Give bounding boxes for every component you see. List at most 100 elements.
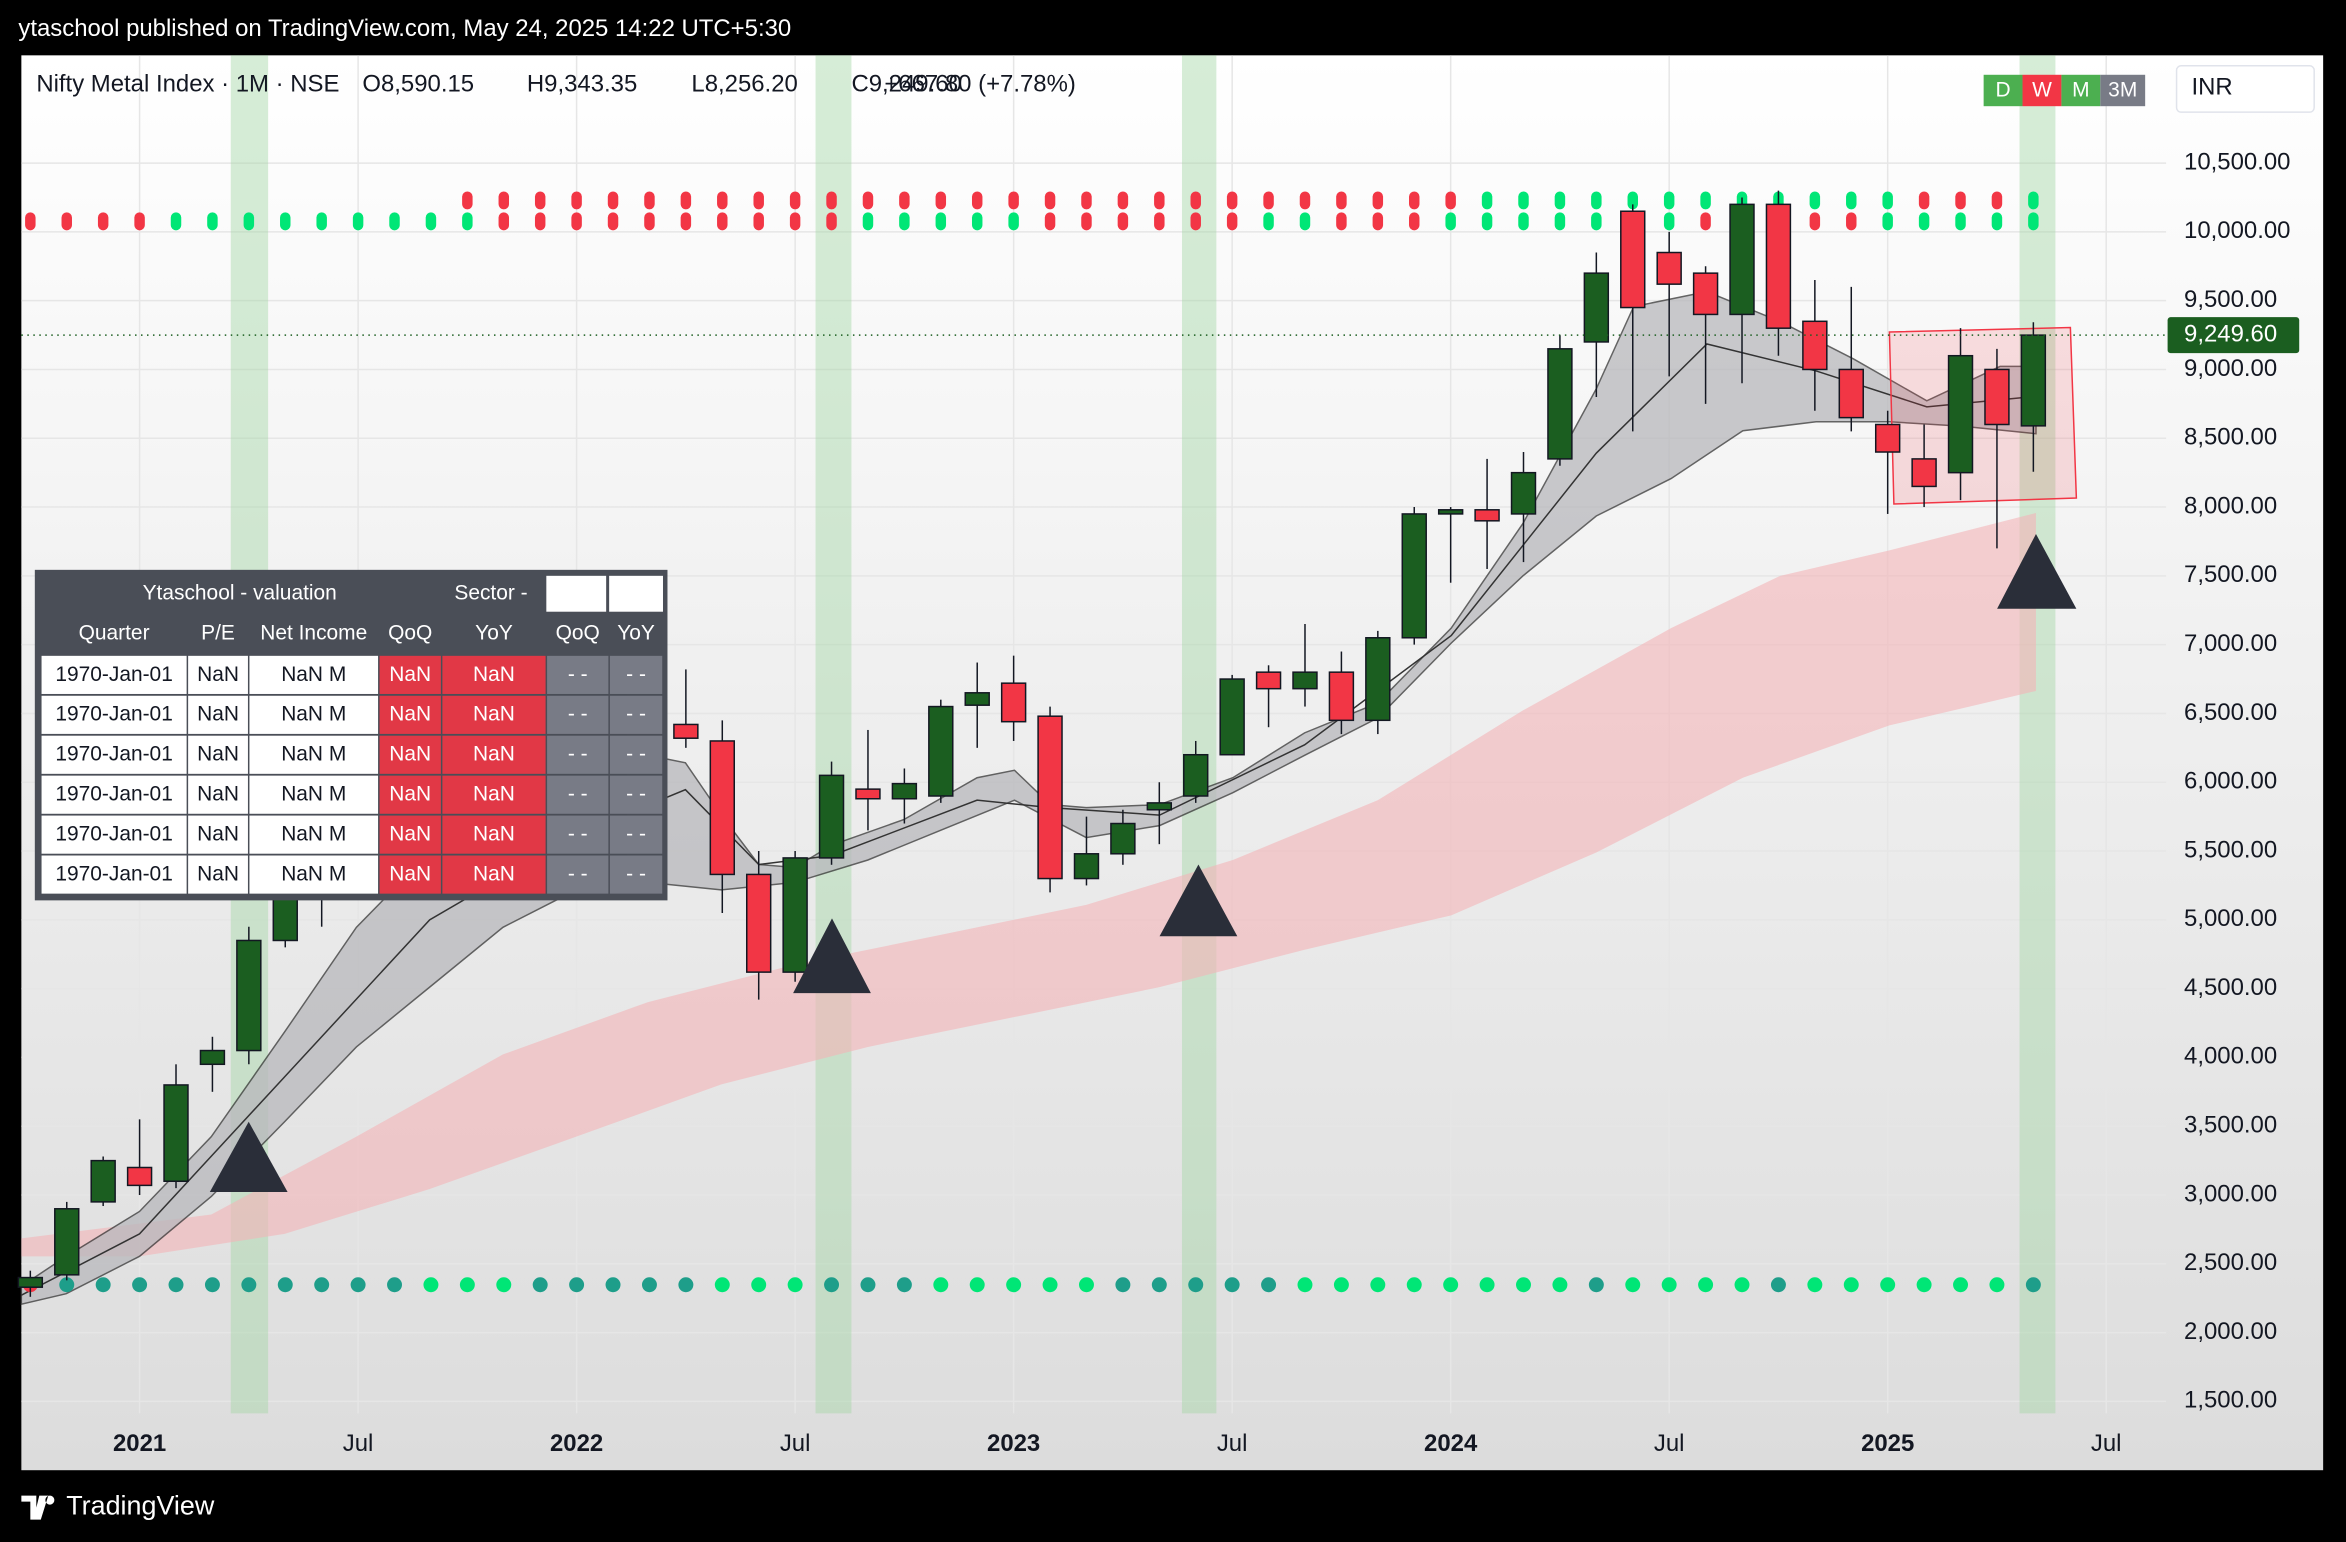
signal-dot (1518, 212, 1529, 231)
table-cell (442, 695, 546, 734)
candle-body (1838, 368, 1864, 419)
table-text: NaN M (281, 703, 346, 726)
table-text: - - (568, 663, 588, 686)
signal-dot (207, 212, 218, 231)
candle-body (1474, 509, 1500, 522)
table-header: Net Income (260, 622, 367, 645)
candle-body (1037, 715, 1063, 880)
timeframe-button[interactable] (2100, 74, 2146, 107)
table-cell (379, 655, 441, 694)
signal-dot (862, 191, 874, 210)
table-text: NaN M (281, 743, 346, 766)
table-cell (609, 695, 663, 734)
table-cell (609, 815, 663, 854)
timeframe-label[interactable]: W (2032, 79, 2052, 102)
currency-box[interactable] (2175, 65, 2315, 113)
signal-dot (641, 1277, 657, 1293)
y-tick-label: 2,500.00 (2184, 1249, 2277, 1276)
timeframe-button[interactable] (2022, 74, 2062, 107)
signal-dot (462, 212, 473, 231)
table-text: 1970-Jan-01 (55, 783, 172, 806)
timeframe-label[interactable]: M (2072, 79, 2089, 102)
table-cell (442, 855, 546, 894)
signal-dot (1700, 191, 1711, 210)
table-text: - - (626, 783, 646, 806)
signal-dot (1372, 191, 1384, 210)
table-cell (41, 695, 187, 734)
table-text: NaN (389, 743, 431, 766)
signal-dot (59, 1277, 75, 1293)
timeframe-button[interactable] (1983, 74, 2023, 107)
signal-dot (1226, 191, 1238, 210)
candle-body (1547, 348, 1573, 460)
signal-dot (1008, 191, 1019, 210)
signal-dot (280, 212, 291, 231)
signal-dot (569, 1277, 585, 1293)
signal-dot (1261, 1277, 1277, 1293)
highlight (815, 55, 852, 1414)
signal-dot (1190, 191, 1201, 210)
y-tick-label: 6,000.00 (2184, 768, 2277, 795)
publisher: ytaschool published on TradingView.com, … (18, 15, 791, 42)
table-cell (188, 655, 248, 694)
signal-dot (277, 1277, 293, 1293)
timeframe-label[interactable]: 3M (2108, 79, 2137, 102)
signal-dot (1263, 212, 1274, 231)
timeframe-label[interactable]: D (1996, 79, 2011, 102)
signal-dot (607, 212, 619, 231)
y-tick-label: 4,500.00 (2184, 974, 2277, 1001)
signal-dot (1882, 191, 1893, 210)
table-cell (547, 775, 609, 814)
signal-dot (1591, 191, 1602, 210)
table-text: NaN M (281, 823, 346, 846)
pink-band (21, 513, 2036, 1257)
signal-dot (1700, 212, 1711, 231)
candle-body (1365, 637, 1391, 722)
candle-body (1437, 509, 1464, 515)
signal-dot (969, 1277, 985, 1293)
signal-dot (896, 1277, 912, 1293)
signal-dot (1807, 1277, 1823, 1293)
x-tick-label: Jul (780, 1430, 811, 1457)
signal-dot (1117, 212, 1129, 231)
candles (17, 190, 2047, 1297)
table-cell (249, 855, 379, 894)
table-text: - - (568, 703, 588, 726)
candle-body (1656, 251, 1682, 285)
triangles (209, 533, 2077, 1193)
table-text: 1970-Jan-01 (55, 823, 172, 846)
signal-dot (860, 1277, 876, 1293)
signal-dot (496, 1277, 512, 1293)
signal-dot (935, 212, 947, 231)
signal-dot (1409, 191, 1420, 210)
currency[interactable]: INR (2192, 74, 2233, 101)
candle-body (1073, 853, 1100, 880)
candle-body (54, 1208, 80, 1276)
table-text: NaN (389, 703, 431, 726)
candle-body (782, 857, 808, 973)
candle-body (745, 873, 772, 973)
candle-body (1292, 671, 1318, 690)
y-tick-label: 1,500.00 (2184, 1387, 2277, 1414)
signal-dot (1006, 1277, 1022, 1293)
last-price-label: 9,249.60 (2184, 320, 2277, 347)
table-header: QoQ (556, 622, 600, 645)
signal-dot (1481, 191, 1493, 210)
candle-body (199, 1049, 226, 1066)
signal-dot (1770, 1277, 1786, 1293)
signal-dot (717, 212, 728, 231)
signal-dot (571, 212, 582, 231)
signal-dot (534, 212, 546, 231)
candle-body (1000, 682, 1027, 723)
table-cell (188, 735, 248, 774)
table-cell (547, 855, 609, 894)
table-cell (249, 775, 379, 814)
table-text: NaN (473, 743, 515, 766)
x-tick-label: Jul (343, 1430, 374, 1457)
signal-dot (1008, 212, 1019, 231)
signal-dot (753, 191, 764, 210)
signal-dot (1263, 191, 1274, 210)
timeframe-button[interactable] (2061, 74, 2101, 107)
signal-dot (134, 212, 145, 231)
